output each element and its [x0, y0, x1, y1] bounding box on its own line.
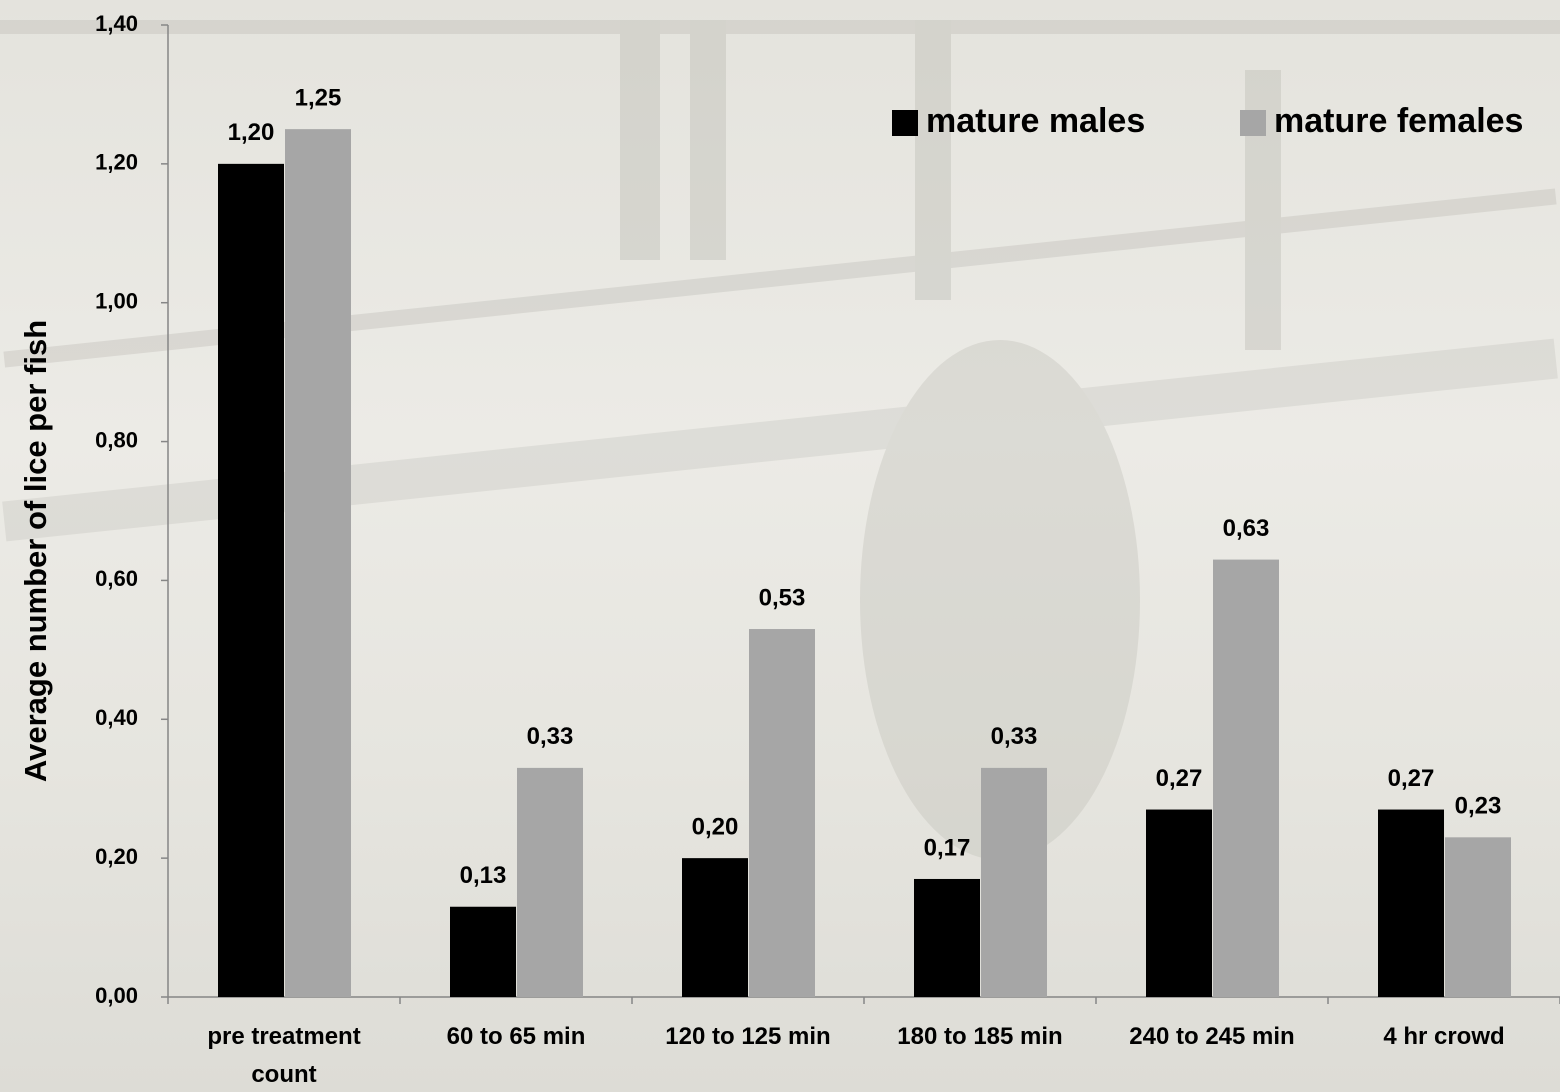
data-label: 0,27	[1388, 765, 1435, 792]
data-label: 0,33	[991, 723, 1038, 750]
bar	[749, 629, 815, 997]
bar	[285, 129, 351, 997]
y-tick-label: 0,80	[95, 427, 138, 452]
data-label: 0,20	[692, 813, 739, 840]
data-label: 0,23	[1455, 793, 1502, 820]
bar	[981, 768, 1047, 997]
data-label: 0,13	[460, 862, 507, 889]
chart-page: Average number of lice per fish 0,00 0,20…	[0, 0, 1560, 1092]
bar	[1378, 810, 1444, 997]
x-tick-label: 180 to 185 min	[875, 1018, 1085, 1056]
legend-swatch	[1240, 110, 1266, 136]
bar	[517, 768, 583, 997]
legend-label: mature males	[926, 102, 1145, 140]
legend-label: mature females	[1274, 102, 1523, 140]
y-tick-label: 1,00	[95, 289, 138, 314]
x-tick-label: pre treatment count	[179, 1018, 389, 1092]
y-tick-label: 1,40	[95, 11, 138, 36]
data-label: 0,27	[1156, 765, 1203, 792]
bar	[1146, 810, 1212, 997]
data-label: 0,63	[1223, 515, 1270, 542]
bar	[1445, 837, 1511, 997]
chart: Average number of lice per fish 0,00 0,20…	[0, 0, 1560, 1092]
x-tick-label: 4 hr crowd	[1339, 1018, 1549, 1056]
data-label: 1,20	[228, 119, 275, 146]
bar	[1213, 560, 1279, 997]
bar	[682, 858, 748, 997]
y-tick-label: 0,20	[95, 844, 138, 869]
y-axis-title: Average number of lice per fish	[18, 320, 53, 782]
bar	[914, 879, 980, 997]
y-tick-label: 0,40	[95, 705, 138, 730]
data-label: 0,17	[924, 834, 971, 861]
x-tick-label: 120 to 125 min	[643, 1018, 853, 1056]
y-tick-label: 1,20	[95, 150, 138, 175]
bar	[218, 164, 284, 997]
legend-swatch	[892, 110, 918, 136]
data-label: 1,25	[295, 84, 342, 111]
x-tick-label: 240 to 245 min	[1107, 1018, 1317, 1056]
x-tick-label: 60 to 65 min	[411, 1018, 621, 1056]
data-label: 0,53	[759, 584, 806, 611]
bar	[450, 907, 516, 997]
y-tick-label: 0,00	[95, 983, 138, 1008]
data-label: 0,33	[527, 723, 574, 750]
y-tick-label: 0,60	[95, 566, 138, 591]
